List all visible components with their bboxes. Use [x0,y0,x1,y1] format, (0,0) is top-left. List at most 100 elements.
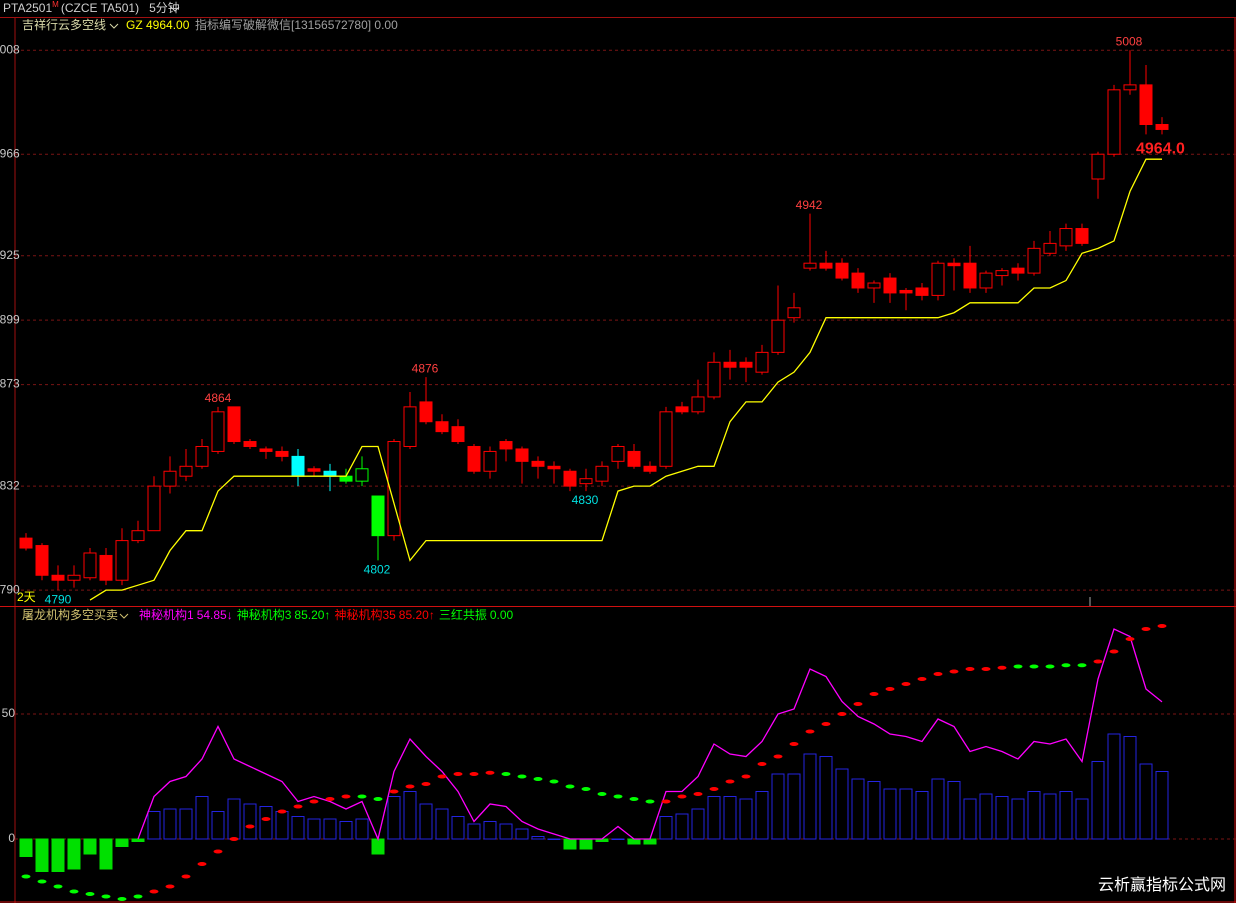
candle-body [755,351,769,373]
candle-body [163,470,177,487]
indicator-dot [757,762,767,766]
indicator-chevron[interactable] [119,613,129,619]
indicator-dot [741,774,751,779]
candle-body [339,475,353,482]
candle-body [819,262,833,269]
indicator-dot [1093,659,1103,664]
last-price-label: 4964.0 [1136,140,1185,157]
indicator-dot [421,782,431,786]
bar [931,778,945,840]
bar [371,838,385,855]
indicator-dot [821,722,831,726]
watermark: 云析赢指标公式网 [1098,876,1226,894]
indicator-dot [389,789,399,794]
candle-body [835,262,849,279]
indicator-line [137,628,1163,842]
legend: 神秘机构1 54.85↓ 神秘机构3 85.20↑ 神秘机构35 85.20↑ 三红共振 0.… [139,607,514,622]
indicator-dot [181,874,191,879]
indicator-dot [917,677,927,681]
legend-value: 0.00 [490,608,514,622]
indicator-dot [261,817,271,821]
indicator-dot [501,772,511,776]
bar [675,813,689,840]
indicator-dot [229,837,239,841]
bar [355,818,369,840]
candle-body [867,282,881,289]
bar [819,756,833,840]
candle-body [691,396,705,413]
indicator-dot [949,669,959,674]
bar [803,753,817,840]
candle-body [947,262,961,267]
indicator-dot [309,799,319,804]
indicator-dot [117,897,127,901]
candle-body [787,307,801,319]
indicator-dot [53,884,63,889]
bar [515,828,529,840]
bar [291,816,305,840]
bar [787,773,801,840]
indicator-dot [165,884,175,889]
indicator-dot [1109,649,1119,654]
candle-body [595,465,609,482]
candle-body [451,426,465,443]
indicator-dot [533,777,543,781]
candle-body [243,441,257,447]
candle-body [707,361,721,398]
indicator-dot [661,799,671,804]
bar [35,838,49,872]
indicator-title[interactable]: 屠龙机构多空买卖 [22,607,118,622]
frame [0,17,1236,903]
y-tick-label: 4790 [0,582,20,596]
legend-name: 神秘机构35 [334,607,396,622]
bar [579,838,593,850]
bar [115,838,129,847]
candle-body [1059,228,1073,247]
period-chevron[interactable] [170,6,180,12]
candle-body [771,319,785,353]
candle-body [1091,153,1105,180]
candle-body [579,478,593,485]
bar [1107,733,1121,840]
indicator-dot [341,794,351,799]
indicator-name[interactable]: 吉祥行云多空线 [22,18,106,32]
bar [243,803,257,840]
bar [67,838,81,870]
candle-body [323,470,337,477]
period[interactable]: 5分钟 [149,0,180,15]
candle-body [979,272,993,289]
candle-body [931,262,945,296]
bar [179,808,193,840]
indicator-dot [469,772,479,776]
indicator-dot [133,894,143,899]
bar [899,788,913,840]
indicator-dot [709,787,719,791]
candle-body [915,287,929,296]
high-label: 4876 [412,361,439,375]
bar [83,838,97,855]
indicator-dot [565,784,575,789]
indicator-chevron[interactable] [109,23,119,29]
indicator-dot [981,667,991,671]
candle-body [403,406,417,447]
candle-body [643,465,657,472]
candle-body [547,465,561,470]
candle-body [899,289,913,294]
candle-body [67,574,81,581]
bar [307,818,321,840]
candle-body [739,361,753,368]
indicator-dot [517,774,527,779]
indicator-dot [837,712,847,716]
indicator-dot [805,729,815,734]
bar [915,791,929,840]
bar [1059,791,1073,840]
indicator-dot [629,797,639,801]
bar [531,836,545,840]
bar [1155,771,1169,840]
bar [99,838,113,870]
bar [643,838,657,845]
bar [1011,798,1025,840]
symbol: PTA2501 [3,1,52,15]
indicator-dot [1013,664,1023,669]
bar [1139,763,1153,840]
